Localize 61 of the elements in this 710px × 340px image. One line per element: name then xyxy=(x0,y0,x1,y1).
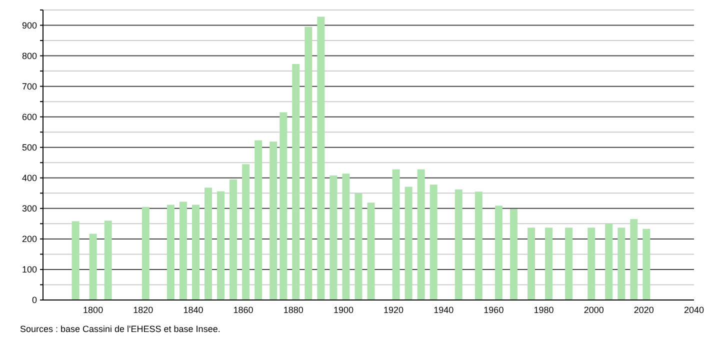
bar xyxy=(230,179,238,300)
bar xyxy=(565,228,573,300)
bar xyxy=(510,209,518,300)
bar xyxy=(204,188,212,300)
y-tick-label: 100 xyxy=(22,264,37,275)
bar xyxy=(392,169,400,300)
y-tick-label: 800 xyxy=(22,50,37,61)
x-tick-label: 1820 xyxy=(133,305,154,315)
bar xyxy=(317,16,325,300)
x-tick-label: 1800 xyxy=(83,305,104,315)
bar xyxy=(430,184,438,300)
bar xyxy=(588,228,596,300)
bar xyxy=(292,64,300,300)
y-tick-label: 200 xyxy=(22,234,37,244)
bar xyxy=(528,228,535,300)
bar xyxy=(270,142,278,300)
bar xyxy=(630,219,638,300)
y-tick-label: 400 xyxy=(22,173,37,184)
bar xyxy=(417,169,425,300)
bar xyxy=(242,164,250,300)
x-tick-label: 1940 xyxy=(434,305,454,315)
x-tick-label: 1920 xyxy=(384,305,404,315)
bar xyxy=(89,234,97,300)
bar xyxy=(330,175,338,300)
bar xyxy=(192,204,200,300)
bar xyxy=(72,221,80,300)
bar xyxy=(254,140,262,300)
x-tick-label: 2020 xyxy=(634,305,654,315)
bar xyxy=(142,206,150,300)
x-tick-label: 1900 xyxy=(333,305,354,315)
bar xyxy=(474,192,482,300)
bar xyxy=(367,202,375,300)
x-tick-label: 1840 xyxy=(183,305,204,315)
bar xyxy=(605,224,613,300)
x-tick-label: 1960 xyxy=(484,305,504,315)
bar xyxy=(618,228,626,300)
x-tick-label: 1980 xyxy=(534,305,554,315)
y-tick-label: 300 xyxy=(22,204,37,214)
x-tick-label: 1860 xyxy=(233,305,254,315)
bar xyxy=(104,220,112,300)
bar xyxy=(217,191,225,300)
x-tick-label: 2040 xyxy=(684,305,704,315)
bar xyxy=(545,228,553,300)
bar xyxy=(179,202,187,300)
bar xyxy=(280,112,288,300)
bar xyxy=(304,26,312,300)
x-tick-label: 1880 xyxy=(283,305,304,315)
bar xyxy=(404,186,412,300)
y-tick-label: 0 xyxy=(32,295,37,306)
y-tick-label: 900 xyxy=(22,20,37,30)
bar xyxy=(166,204,174,300)
bar xyxy=(454,189,462,300)
y-tick-label: 700 xyxy=(22,81,37,92)
source-note: Sources : base Cassini de l'EHESS et base Insee. xyxy=(20,324,220,334)
bar xyxy=(494,206,502,300)
bar xyxy=(354,193,362,300)
bar xyxy=(342,174,350,300)
y-tick-label: 600 xyxy=(22,112,37,122)
x-tick-label: 2000 xyxy=(584,305,604,315)
y-tick-label: 500 xyxy=(22,142,37,153)
bar xyxy=(642,228,650,300)
